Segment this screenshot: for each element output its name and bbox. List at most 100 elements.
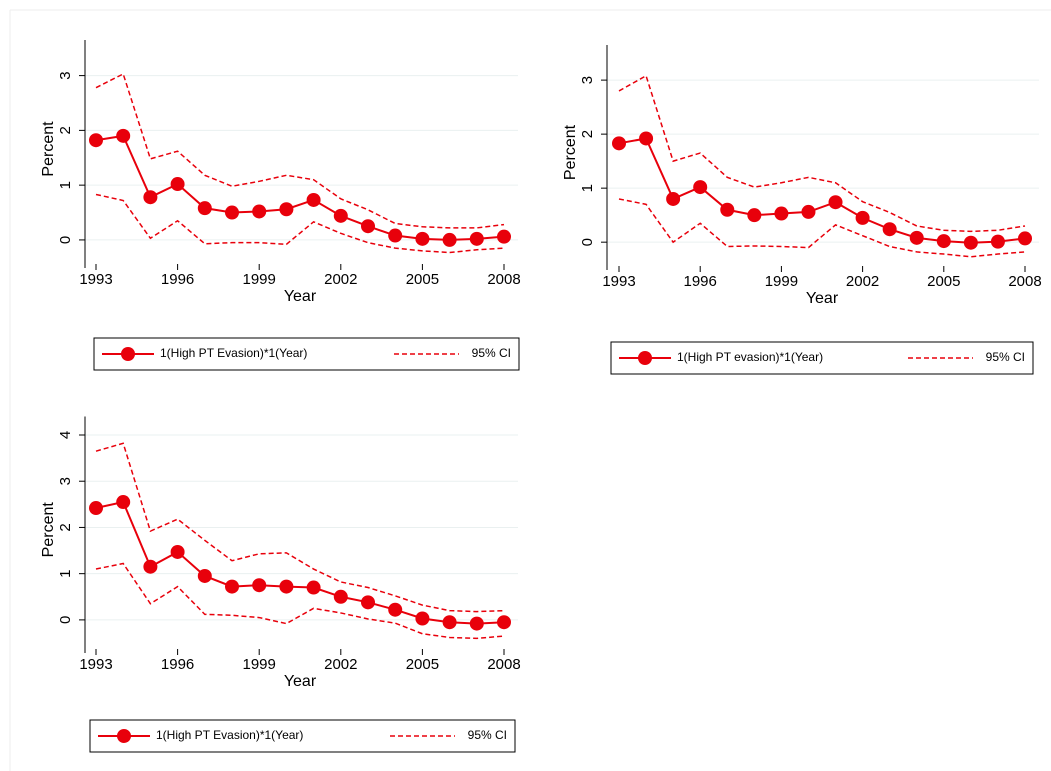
marker bbox=[442, 232, 457, 247]
marker bbox=[225, 579, 239, 594]
x-tick-label: 1996 bbox=[161, 656, 194, 673]
marker bbox=[170, 177, 185, 192]
marker bbox=[333, 589, 348, 604]
marker bbox=[388, 602, 403, 617]
y-tick-label: 2 bbox=[57, 523, 74, 531]
x-tick-label: 2008 bbox=[487, 271, 520, 288]
marker bbox=[720, 202, 735, 217]
series-line bbox=[618, 137, 1026, 244]
marker bbox=[774, 206, 789, 221]
ci-line bbox=[95, 193, 505, 254]
marker bbox=[306, 580, 321, 595]
marker bbox=[963, 235, 978, 250]
y-tick-label: 2 bbox=[57, 126, 74, 134]
marker bbox=[89, 133, 103, 148]
marker bbox=[197, 201, 212, 216]
x-tick-label: 1996 bbox=[161, 271, 194, 288]
marker bbox=[497, 229, 511, 244]
x-tick-label: 1999 bbox=[243, 271, 276, 288]
y-tick-label: 0 bbox=[57, 236, 74, 244]
marker bbox=[497, 615, 511, 630]
y-tick-label: 1 bbox=[57, 569, 74, 577]
marker bbox=[116, 128, 131, 143]
marker bbox=[469, 616, 484, 631]
x-tick-label: 1996 bbox=[684, 273, 717, 290]
y-tick-label: 2 bbox=[579, 130, 596, 138]
y-tick-label: 3 bbox=[57, 477, 74, 485]
marker bbox=[990, 234, 1005, 249]
marker bbox=[143, 190, 158, 205]
x-tick-label: 1993 bbox=[79, 271, 112, 288]
marker bbox=[252, 578, 267, 593]
y-tick-label: 3 bbox=[579, 76, 596, 84]
x-tick-label: 1993 bbox=[602, 273, 635, 290]
x-tick-label: 1999 bbox=[765, 273, 798, 290]
marker bbox=[143, 559, 158, 574]
marker bbox=[828, 195, 843, 210]
marker bbox=[469, 231, 484, 246]
y-tick-label: 1 bbox=[57, 181, 74, 189]
marker bbox=[639, 131, 654, 146]
marker bbox=[225, 205, 239, 220]
legend-label: 1(High PT Evasion)*1(Year) bbox=[156, 728, 303, 742]
y-tick-label: 1 bbox=[579, 184, 596, 192]
x-tick-label: 2005 bbox=[406, 271, 439, 288]
marker bbox=[170, 544, 185, 559]
legend-label: 95% CI bbox=[986, 350, 1025, 364]
marker bbox=[333, 208, 348, 223]
ci-line bbox=[618, 198, 1026, 258]
marker bbox=[279, 579, 294, 594]
marker bbox=[801, 204, 816, 219]
marker bbox=[415, 611, 430, 626]
x-axis-title: Year bbox=[284, 673, 317, 690]
y-axis-title: Percent bbox=[562, 124, 579, 180]
marker bbox=[882, 222, 897, 237]
marker bbox=[666, 191, 681, 206]
y-tick-label: 0 bbox=[57, 616, 74, 624]
marker bbox=[415, 231, 430, 246]
marker bbox=[279, 202, 294, 217]
x-tick-label: 2008 bbox=[1008, 273, 1041, 290]
x-tick-label: 1993 bbox=[79, 656, 112, 673]
ci-line bbox=[95, 442, 505, 613]
ci-line bbox=[618, 74, 1026, 233]
marker bbox=[361, 595, 375, 610]
marker bbox=[361, 219, 375, 234]
x-tick-label: 1999 bbox=[243, 656, 276, 673]
legend-label: 95% CI bbox=[468, 728, 507, 742]
marker bbox=[747, 208, 762, 223]
legend-box bbox=[610, 341, 1034, 375]
x-tick-label: 2005 bbox=[406, 656, 439, 673]
marker bbox=[89, 501, 103, 516]
legend-marker bbox=[117, 729, 131, 743]
legend-marker bbox=[638, 351, 652, 365]
marker bbox=[306, 192, 321, 207]
y-axis-title: Percent bbox=[40, 502, 57, 558]
x-axis-title: Year bbox=[806, 290, 839, 307]
marker bbox=[388, 228, 403, 243]
marker bbox=[855, 210, 870, 225]
marker bbox=[909, 230, 924, 245]
y-tick-label: 4 bbox=[57, 431, 74, 439]
x-tick-label: 2002 bbox=[324, 656, 357, 673]
series-line bbox=[95, 134, 505, 241]
marker bbox=[1018, 231, 1032, 246]
marker bbox=[197, 568, 212, 583]
marker bbox=[116, 495, 131, 510]
ci-line bbox=[95, 562, 505, 640]
x-tick-label: 2005 bbox=[927, 273, 960, 290]
legend-marker bbox=[121, 347, 135, 361]
y-axis-title: Percent bbox=[40, 121, 57, 177]
marker bbox=[693, 180, 708, 195]
x-tick-label: 2002 bbox=[846, 273, 879, 290]
marker bbox=[442, 615, 457, 630]
legend-box bbox=[93, 337, 520, 371]
marker bbox=[252, 204, 267, 219]
y-tick-label: 0 bbox=[579, 238, 596, 246]
y-tick-label: 3 bbox=[57, 71, 74, 79]
x-axis-title: Year bbox=[284, 288, 317, 305]
legend-label: 1(High PT evasion)*1(Year) bbox=[677, 350, 823, 364]
legend-box bbox=[89, 719, 516, 753]
